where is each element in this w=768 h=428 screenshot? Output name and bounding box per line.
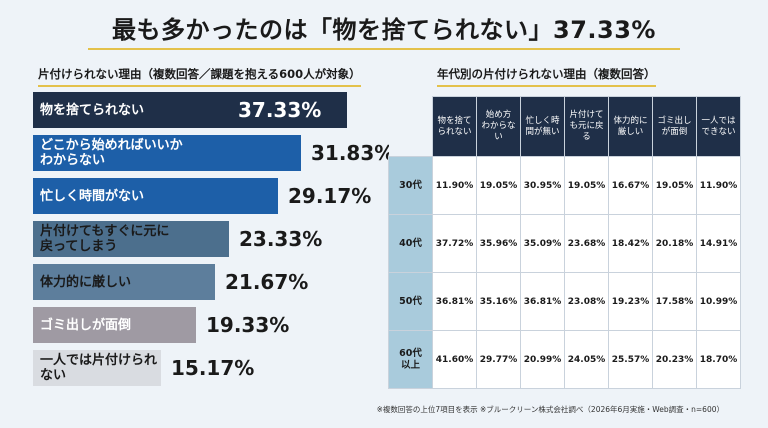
table-cell: 35.96% <box>476 214 521 273</box>
footnote: ※複数回答の上位7項目を表示 ※ブルークリーン株式会社調べ（2026年6月実施・… <box>376 405 724 414</box>
table-cell: 36.81% <box>432 272 477 331</box>
age-table: 物を捨て られない 始め方 わからな い忙しく時 間が無い 片付けて も元に戻 る体… <box>388 96 741 389</box>
bar-row: 物を捨てられない 37.33% <box>33 92 373 128</box>
table-cell: 25.57% <box>608 330 653 389</box>
bar-value-label: 31.83% <box>311 141 395 165</box>
table-row: 50代 36.81% 35.16% 36.81% 23.08% 19.23% 17.58% 1… <box>388 272 741 331</box>
row-header: 30代 <box>388 156 433 215</box>
column-header: 体力的に 厳しい <box>608 96 653 157</box>
table-cell: 30.95% <box>520 156 565 215</box>
bar-value-label: 23.33% <box>239 227 323 251</box>
table-cell: 20.23% <box>652 330 697 389</box>
row-header: 60代 以上 <box>388 330 433 389</box>
column-header: 片付けて も元に戻 る <box>564 96 609 157</box>
bar-label: どこから始めればいいか わからない <box>40 138 183 168</box>
table-cell: 36.81% <box>520 272 565 331</box>
bar-chart-title: 片付けられない理由（複数回答／課題を抱える600人が対象） <box>38 66 361 87</box>
table-cell: 35.16% <box>476 272 521 331</box>
table-cell: 14.91% <box>696 214 741 273</box>
bar: ゴミ出しが面倒 <box>33 307 196 343</box>
bar-row: ゴミ出しが面倒 19.33% <box>33 307 373 343</box>
bar-row: 一人では片付けられない 15.17% <box>33 350 373 386</box>
bar-value-label: 29.17% <box>288 184 372 208</box>
column-header: 始め方 わからな い <box>476 96 521 157</box>
table-cell: 23.68% <box>564 214 609 273</box>
table-cell: 24.05% <box>564 330 609 389</box>
table-title: 年代別の片付けられない理由（複数回答） <box>437 66 656 87</box>
table-cell: 18.70% <box>696 330 741 389</box>
bar: 物を捨てられない <box>33 92 347 128</box>
bar-label: 忙しく時間がない <box>40 188 145 204</box>
bar-row: 忙しく時間がない 29.17% <box>33 178 373 214</box>
column-header: 忙しく時 間が無い <box>520 96 565 157</box>
row-header: 50代 <box>388 272 433 331</box>
table-row: 30代 11.90% 19.05% 30.95% 19.05% 16.67% 19.05% 1… <box>388 156 741 215</box>
column-header: 一人では できない <box>696 96 741 157</box>
column-header: ゴミ出し が面倒 <box>652 96 697 157</box>
bar-value-label: 37.33% <box>238 98 322 122</box>
table-cell: 19.05% <box>476 156 521 215</box>
table-cell: 41.60% <box>432 330 477 389</box>
table-cell: 20.99% <box>520 330 565 389</box>
table-cell: 19.05% <box>564 156 609 215</box>
table-cell: 23.08% <box>564 272 609 331</box>
table-cell: 10.99% <box>696 272 741 331</box>
bar-value-label: 21.67% <box>225 270 309 294</box>
table-cell: 19.05% <box>652 156 697 215</box>
bar-row: 片付けてもすぐに元に 戻ってしまう 23.33% <box>33 221 373 257</box>
bar-label: 物を捨てられない <box>40 102 145 118</box>
bar-chart: 物を捨てられない 37.33% どこから始めればいいか わからない 31.83% 忙しく… <box>33 92 394 388</box>
bar: 一人では片付けられない <box>33 350 161 386</box>
table-cell: 16.67% <box>608 156 653 215</box>
bar-label: 体力的に厳しい <box>40 274 132 290</box>
table-cell: 17.58% <box>652 272 697 331</box>
table-cell: 11.90% <box>696 156 741 215</box>
bar-row: どこから始めればいいか わからない 31.83% <box>33 135 394 171</box>
bar: 忙しく時間がない <box>33 178 278 214</box>
table-cell: 19.23% <box>608 272 653 331</box>
bar: 片付けてもすぐに元に 戻ってしまう <box>33 221 229 257</box>
bar-value-label: 15.17% <box>171 356 255 380</box>
headline: 最も多かったのは「物を捨てられない」37.33% <box>112 16 656 44</box>
bar: どこから始めればいいか わからない <box>33 135 301 171</box>
table-corner <box>388 96 433 157</box>
table-cell: 35.09% <box>520 214 565 273</box>
row-header: 40代 <box>388 214 433 273</box>
table-cell: 29.77% <box>476 330 521 389</box>
bar-value-label: 19.33% <box>206 313 290 337</box>
headline-underline <box>88 48 680 50</box>
table-cell: 11.90% <box>432 156 477 215</box>
table-cell: 20.18% <box>652 214 697 273</box>
bar-label: 片付けてもすぐに元に 戻ってしまう <box>40 224 170 254</box>
bar: 体力的に厳しい <box>33 264 215 300</box>
bar-row: 体力的に厳しい 21.67% <box>33 264 373 300</box>
table-row: 60代 以上 41.60% 29.77% 20.99% 24.05% 25.57% 20.2… <box>388 330 741 389</box>
bar-label: ゴミ出しが面倒 <box>40 317 132 333</box>
table-cell: 18.42% <box>608 214 653 273</box>
bar-label: 一人では片付けられない <box>40 353 158 383</box>
table-row: 40代 37.72% 35.96% 35.09% 23.68% 18.42% 20.18% 1… <box>388 214 741 273</box>
column-header: 物を捨て られない <box>432 96 477 157</box>
table-cell: 37.72% <box>432 214 477 273</box>
